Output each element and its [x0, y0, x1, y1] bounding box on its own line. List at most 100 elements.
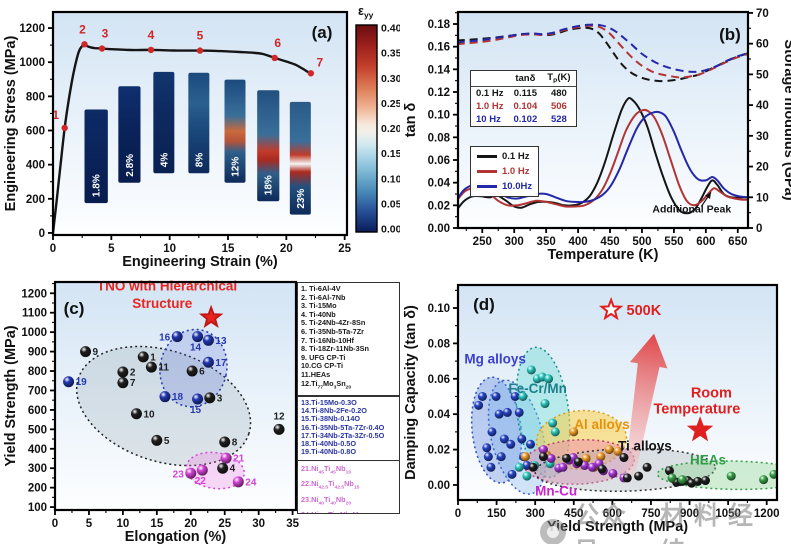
svg-text:0.30: 0.30 — [381, 73, 400, 85]
svg-text:1200: 1200 — [21, 288, 47, 300]
curve-marker — [61, 124, 68, 132]
trend-arrow — [624, 333, 668, 477]
svg-text:6: 6 — [274, 36, 281, 50]
data-point — [540, 399, 550, 409]
svg-text:600: 600 — [28, 405, 47, 417]
svg-text:500K: 500K — [627, 303, 662, 319]
svg-text:350: 350 — [537, 236, 556, 248]
svg-text:Fe-Cr/Mn: Fe-Cr/Mn — [508, 381, 567, 396]
svg-text:Engineering Stress (MPa): Engineering Stress (MPa) — [3, 36, 19, 212]
svg-text:0.00: 0.00 — [428, 223, 450, 235]
svg-text:Engineering Strain (%): Engineering Strain (%) — [122, 254, 278, 270]
svg-text:17: 17 — [215, 358, 227, 369]
svg-text:2: 2 — [130, 367, 136, 378]
svg-text:5: 5 — [164, 436, 170, 447]
data-point — [185, 467, 197, 479]
svg-text:1000: 1000 — [21, 327, 47, 339]
axes-frame — [456, 283, 779, 502]
svg-text:650: 650 — [728, 236, 747, 248]
svg-text:400: 400 — [26, 160, 45, 172]
axes-frame — [51, 10, 349, 237]
svg-text:800: 800 — [28, 366, 47, 378]
svg-text:0: 0 — [52, 518, 58, 530]
data-point — [482, 443, 492, 453]
svg-text:13: 13 — [215, 336, 227, 347]
svg-text:1: 1 — [52, 108, 59, 122]
data-point — [622, 473, 632, 483]
data-point — [487, 427, 497, 437]
svg-text:(b): (b) — [719, 25, 741, 44]
svg-text:TNO with Hierarchical: TNO with Hierarchical — [97, 278, 237, 293]
data-point — [522, 471, 532, 481]
data-point — [726, 471, 736, 481]
data-point — [514, 407, 524, 417]
svg-text:0: 0 — [39, 228, 45, 240]
panel-a-stress-strain: 1.8% 2.8% 4% 8% 12% 18% 23% 1 2 3 4 5 6 7 0 5 10 15 20 25 0 2… — [0, 0, 400, 270]
data-point — [596, 452, 606, 462]
data-point — [693, 476, 703, 486]
data-point — [483, 452, 493, 462]
data-point — [634, 471, 644, 481]
svg-text:20: 20 — [280, 243, 293, 255]
svg-text:23: 23 — [173, 469, 185, 480]
data-point — [608, 468, 618, 478]
data-point — [502, 407, 512, 417]
svg-text:35: 35 — [286, 518, 299, 530]
svg-text:10: 10 — [756, 192, 769, 204]
svg-text:15: 15 — [190, 405, 202, 416]
plot-content: 1.8% 2.8% 4% 8% 12% 18% 23% 1 2 3 4 5 6 7 — [52, 22, 323, 234]
data-point — [613, 446, 623, 456]
svg-text:18: 18 — [172, 392, 184, 403]
svg-text:7: 7 — [130, 378, 136, 389]
svg-text:0.25: 0.25 — [381, 98, 400, 110]
svg-text:1.8%: 1.8% — [92, 174, 103, 197]
data-point — [642, 462, 652, 472]
alloy-legend-box-3: 21.Ni45Ti45Nb10 22.Ni42.5Ti42.5Nb15 23.Ni4… — [297, 460, 400, 514]
data-point — [474, 400, 484, 410]
svg-text:0.02: 0.02 — [428, 200, 450, 212]
plot-content — [458, 23, 748, 215]
data-point — [159, 391, 171, 403]
axis-ticks: 0 150 300 450 600 750 900 1050 1200 0.00 0.02 0.04 0… — [428, 289, 780, 520]
svg-text:tan δ: tan δ — [403, 103, 419, 138]
data-point — [510, 391, 520, 401]
svg-text:0.16: 0.16 — [428, 42, 450, 54]
data-point — [220, 452, 232, 464]
series-modulus-10Hz — [458, 23, 748, 73]
svg-text:18%: 18% — [264, 175, 275, 195]
svg-text:0.08: 0.08 — [428, 132, 451, 144]
svg-text:12%: 12% — [231, 157, 242, 177]
data-point — [486, 462, 496, 472]
svg-text:500: 500 — [28, 424, 47, 436]
svg-text:10: 10 — [116, 518, 129, 530]
data-point — [548, 418, 558, 428]
svg-text:900: 900 — [680, 508, 699, 520]
data-point — [520, 452, 530, 462]
data-point — [573, 457, 583, 467]
svg-text:εyy: εyy — [358, 4, 374, 20]
data-point — [192, 331, 204, 343]
svg-text:0.40: 0.40 — [381, 23, 400, 35]
axis-ticks: 0 5 10 15 20 25 30 3510020030040050060070080090… — [21, 283, 300, 530]
colorbar — [355, 24, 378, 233]
data-point — [604, 445, 614, 455]
data-point — [562, 453, 572, 463]
svg-text:0: 0 — [455, 508, 461, 520]
plot-content — [470, 333, 777, 495]
svg-text:0.20: 0.20 — [381, 123, 400, 135]
svg-text:8%: 8% — [194, 153, 205, 168]
svg-text:300: 300 — [28, 463, 47, 475]
svg-text:14: 14 — [190, 343, 202, 354]
svg-text:8: 8 — [232, 437, 238, 448]
data-point — [137, 351, 149, 363]
dic-strain-map — [188, 72, 210, 174]
axes-frame — [53, 280, 298, 512]
data-point — [546, 453, 556, 463]
svg-text:20: 20 — [756, 162, 769, 174]
data-point — [273, 423, 285, 435]
svg-text:HEAs: HEAs — [690, 453, 726, 468]
svg-text:300: 300 — [526, 508, 545, 520]
